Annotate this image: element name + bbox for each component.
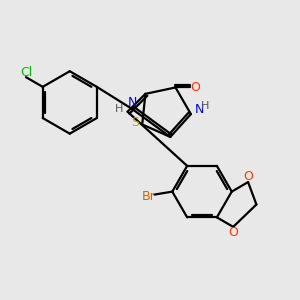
Text: O: O <box>190 81 200 94</box>
Text: N: N <box>128 96 137 109</box>
Text: Br: Br <box>142 190 155 202</box>
Text: O: O <box>228 226 238 239</box>
Text: H: H <box>201 101 209 111</box>
Text: N: N <box>194 103 204 116</box>
Text: Cl: Cl <box>20 66 32 79</box>
Text: H: H <box>115 104 123 114</box>
Text: O: O <box>243 170 253 183</box>
Text: S: S <box>131 116 139 130</box>
